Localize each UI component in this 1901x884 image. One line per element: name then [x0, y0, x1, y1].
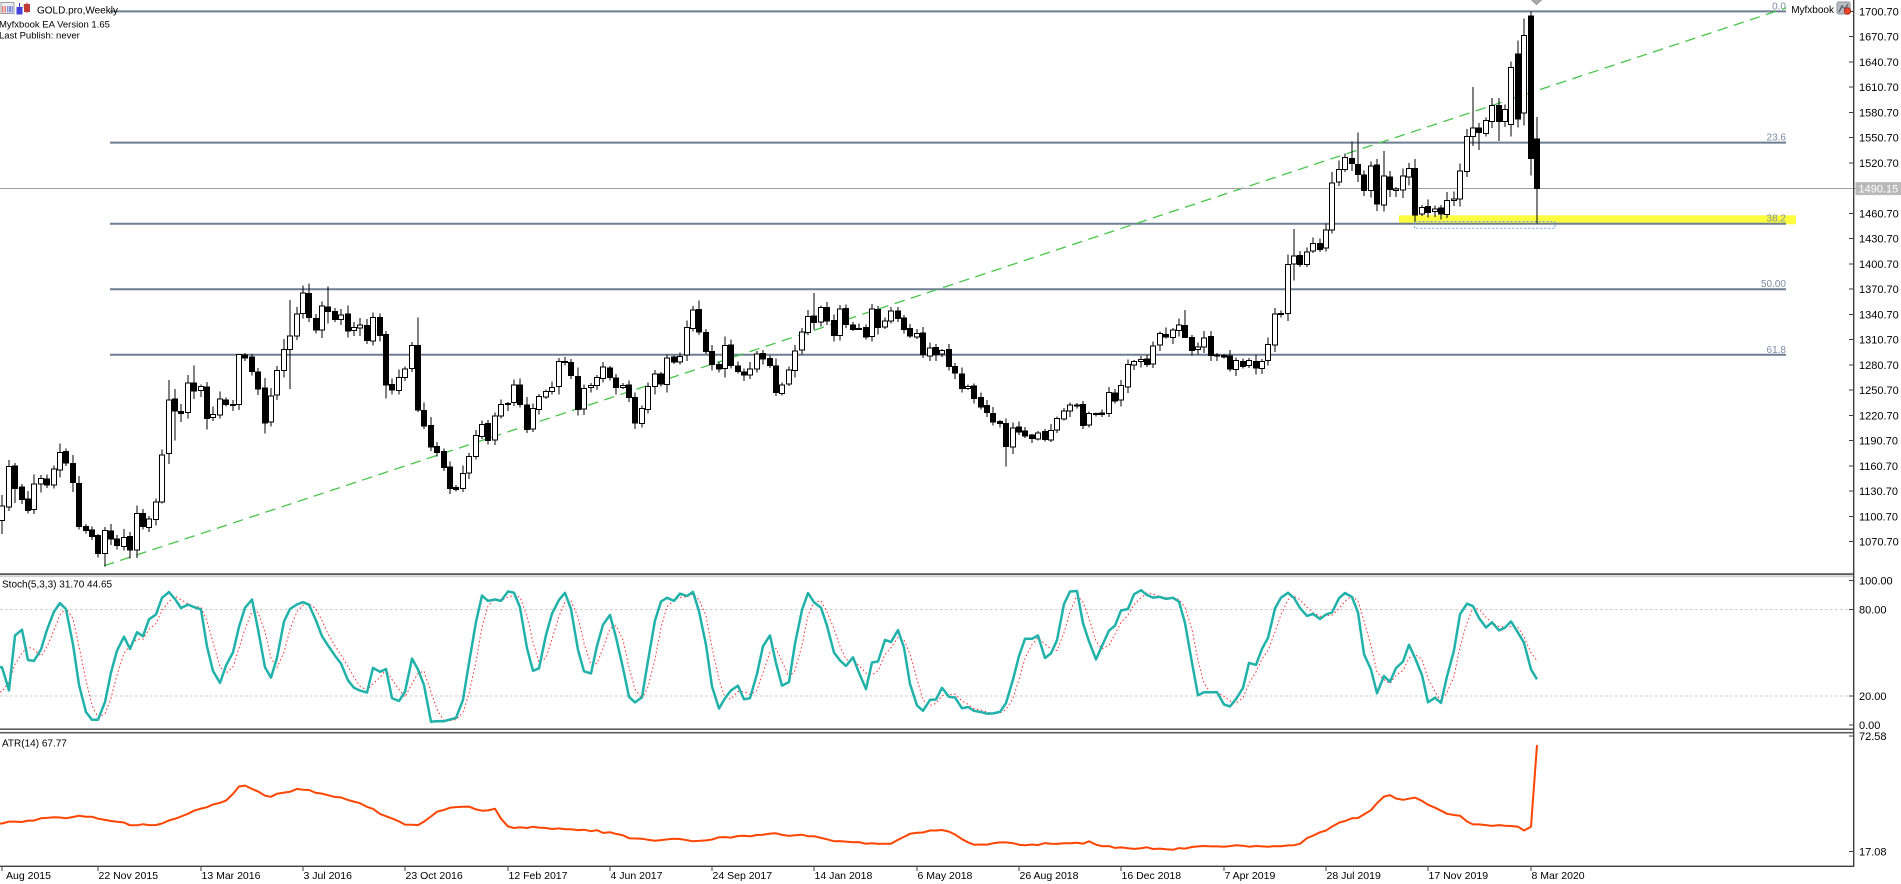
svg-text:1220.70: 1220.70 — [1859, 411, 1899, 423]
svg-text:50.00: 50.00 — [1761, 279, 1786, 290]
svg-text:12 Feb 2017: 12 Feb 2017 — [509, 870, 568, 882]
svg-text:1130.70: 1130.70 — [1859, 486, 1898, 498]
svg-text:1250.70: 1250.70 — [1859, 385, 1899, 397]
svg-text:1670.70: 1670.70 — [1859, 32, 1899, 44]
svg-text:24 Sep 2017: 24 Sep 2017 — [713, 870, 773, 882]
svg-text:1460.70: 1460.70 — [1859, 208, 1899, 220]
svg-text:6 May 2018: 6 May 2018 — [918, 870, 973, 882]
svg-text:100.00: 100.00 — [1859, 576, 1893, 588]
svg-text:1640.70: 1640.70 — [1859, 57, 1899, 69]
svg-text:3 Jul 2016: 3 Jul 2016 — [304, 870, 353, 882]
svg-text:26 Aug 2018: 26 Aug 2018 — [1020, 870, 1079, 882]
svg-text:Last Publish: never: Last Publish: never — [0, 31, 80, 42]
svg-text:1610.70: 1610.70 — [1859, 82, 1899, 94]
svg-text:23.6: 23.6 — [1767, 133, 1787, 144]
svg-text:1100.70: 1100.70 — [1859, 512, 1898, 524]
svg-text:1550.70: 1550.70 — [1859, 133, 1899, 145]
svg-text:14 Jan 2018: 14 Jan 2018 — [815, 870, 873, 882]
svg-text:GOLD.pro,Weekly: GOLD.pro,Weekly — [37, 6, 118, 17]
svg-text:13 Mar 2016: 13 Mar 2016 — [202, 870, 261, 882]
svg-text:1580.70: 1580.70 — [1859, 107, 1899, 119]
svg-text:8 Mar 2020: 8 Mar 2020 — [1532, 870, 1585, 882]
svg-text:38.2: 38.2 — [1767, 214, 1787, 225]
svg-text:61.8: 61.8 — [1767, 345, 1787, 356]
svg-text:16 Dec 2018: 16 Dec 2018 — [1122, 870, 1182, 882]
svg-text:Myfxbook: Myfxbook — [1791, 5, 1835, 16]
svg-text:17.08: 17.08 — [1859, 847, 1887, 859]
svg-text:4 Jun 2017: 4 Jun 2017 — [611, 870, 663, 882]
svg-text:72.58: 72.58 — [1859, 731, 1887, 743]
svg-text:1400.70: 1400.70 — [1859, 259, 1899, 271]
svg-text:1280.70: 1280.70 — [1859, 360, 1899, 372]
svg-text:17 Nov 2019: 17 Nov 2019 — [1429, 870, 1489, 882]
svg-text:1310.70: 1310.70 — [1859, 335, 1899, 347]
svg-text:1700.70: 1700.70 — [1859, 6, 1899, 18]
svg-text:Myfxbook EA Version 1.65: Myfxbook EA Version 1.65 — [0, 20, 110, 31]
svg-text:1190.70: 1190.70 — [1859, 436, 1898, 448]
svg-text:23 Oct 2016: 23 Oct 2016 — [406, 870, 463, 882]
svg-text:1430.70: 1430.70 — [1859, 234, 1899, 246]
svg-text:80.00: 80.00 — [1859, 605, 1887, 617]
svg-text:1490.15: 1490.15 — [1859, 184, 1899, 196]
svg-text:1340.70: 1340.70 — [1859, 309, 1899, 321]
svg-text:28 Jul 2019: 28 Jul 2019 — [1327, 870, 1381, 882]
svg-text:1520.70: 1520.70 — [1859, 158, 1899, 170]
svg-text:ATR(14) 67.77: ATR(14) 67.77 — [2, 739, 67, 750]
svg-text:1160.70: 1160.70 — [1859, 461, 1898, 473]
svg-text:1370.70: 1370.70 — [1859, 284, 1899, 296]
svg-text:20.00: 20.00 — [1859, 691, 1887, 703]
svg-text:Stoch(5,3,3) 31.70 44.65: Stoch(5,3,3) 31.70 44.65 — [2, 580, 113, 591]
svg-text:7 Apr 2019: 7 Apr 2019 — [1225, 870, 1276, 882]
svg-text:1070.70: 1070.70 — [1859, 537, 1899, 549]
svg-text:0.00: 0.00 — [1859, 720, 1880, 732]
svg-text:Aug 2015: Aug 2015 — [6, 870, 51, 882]
svg-text:22 Nov 2015: 22 Nov 2015 — [99, 870, 159, 882]
svg-text:0.0: 0.0 — [1772, 1, 1786, 12]
